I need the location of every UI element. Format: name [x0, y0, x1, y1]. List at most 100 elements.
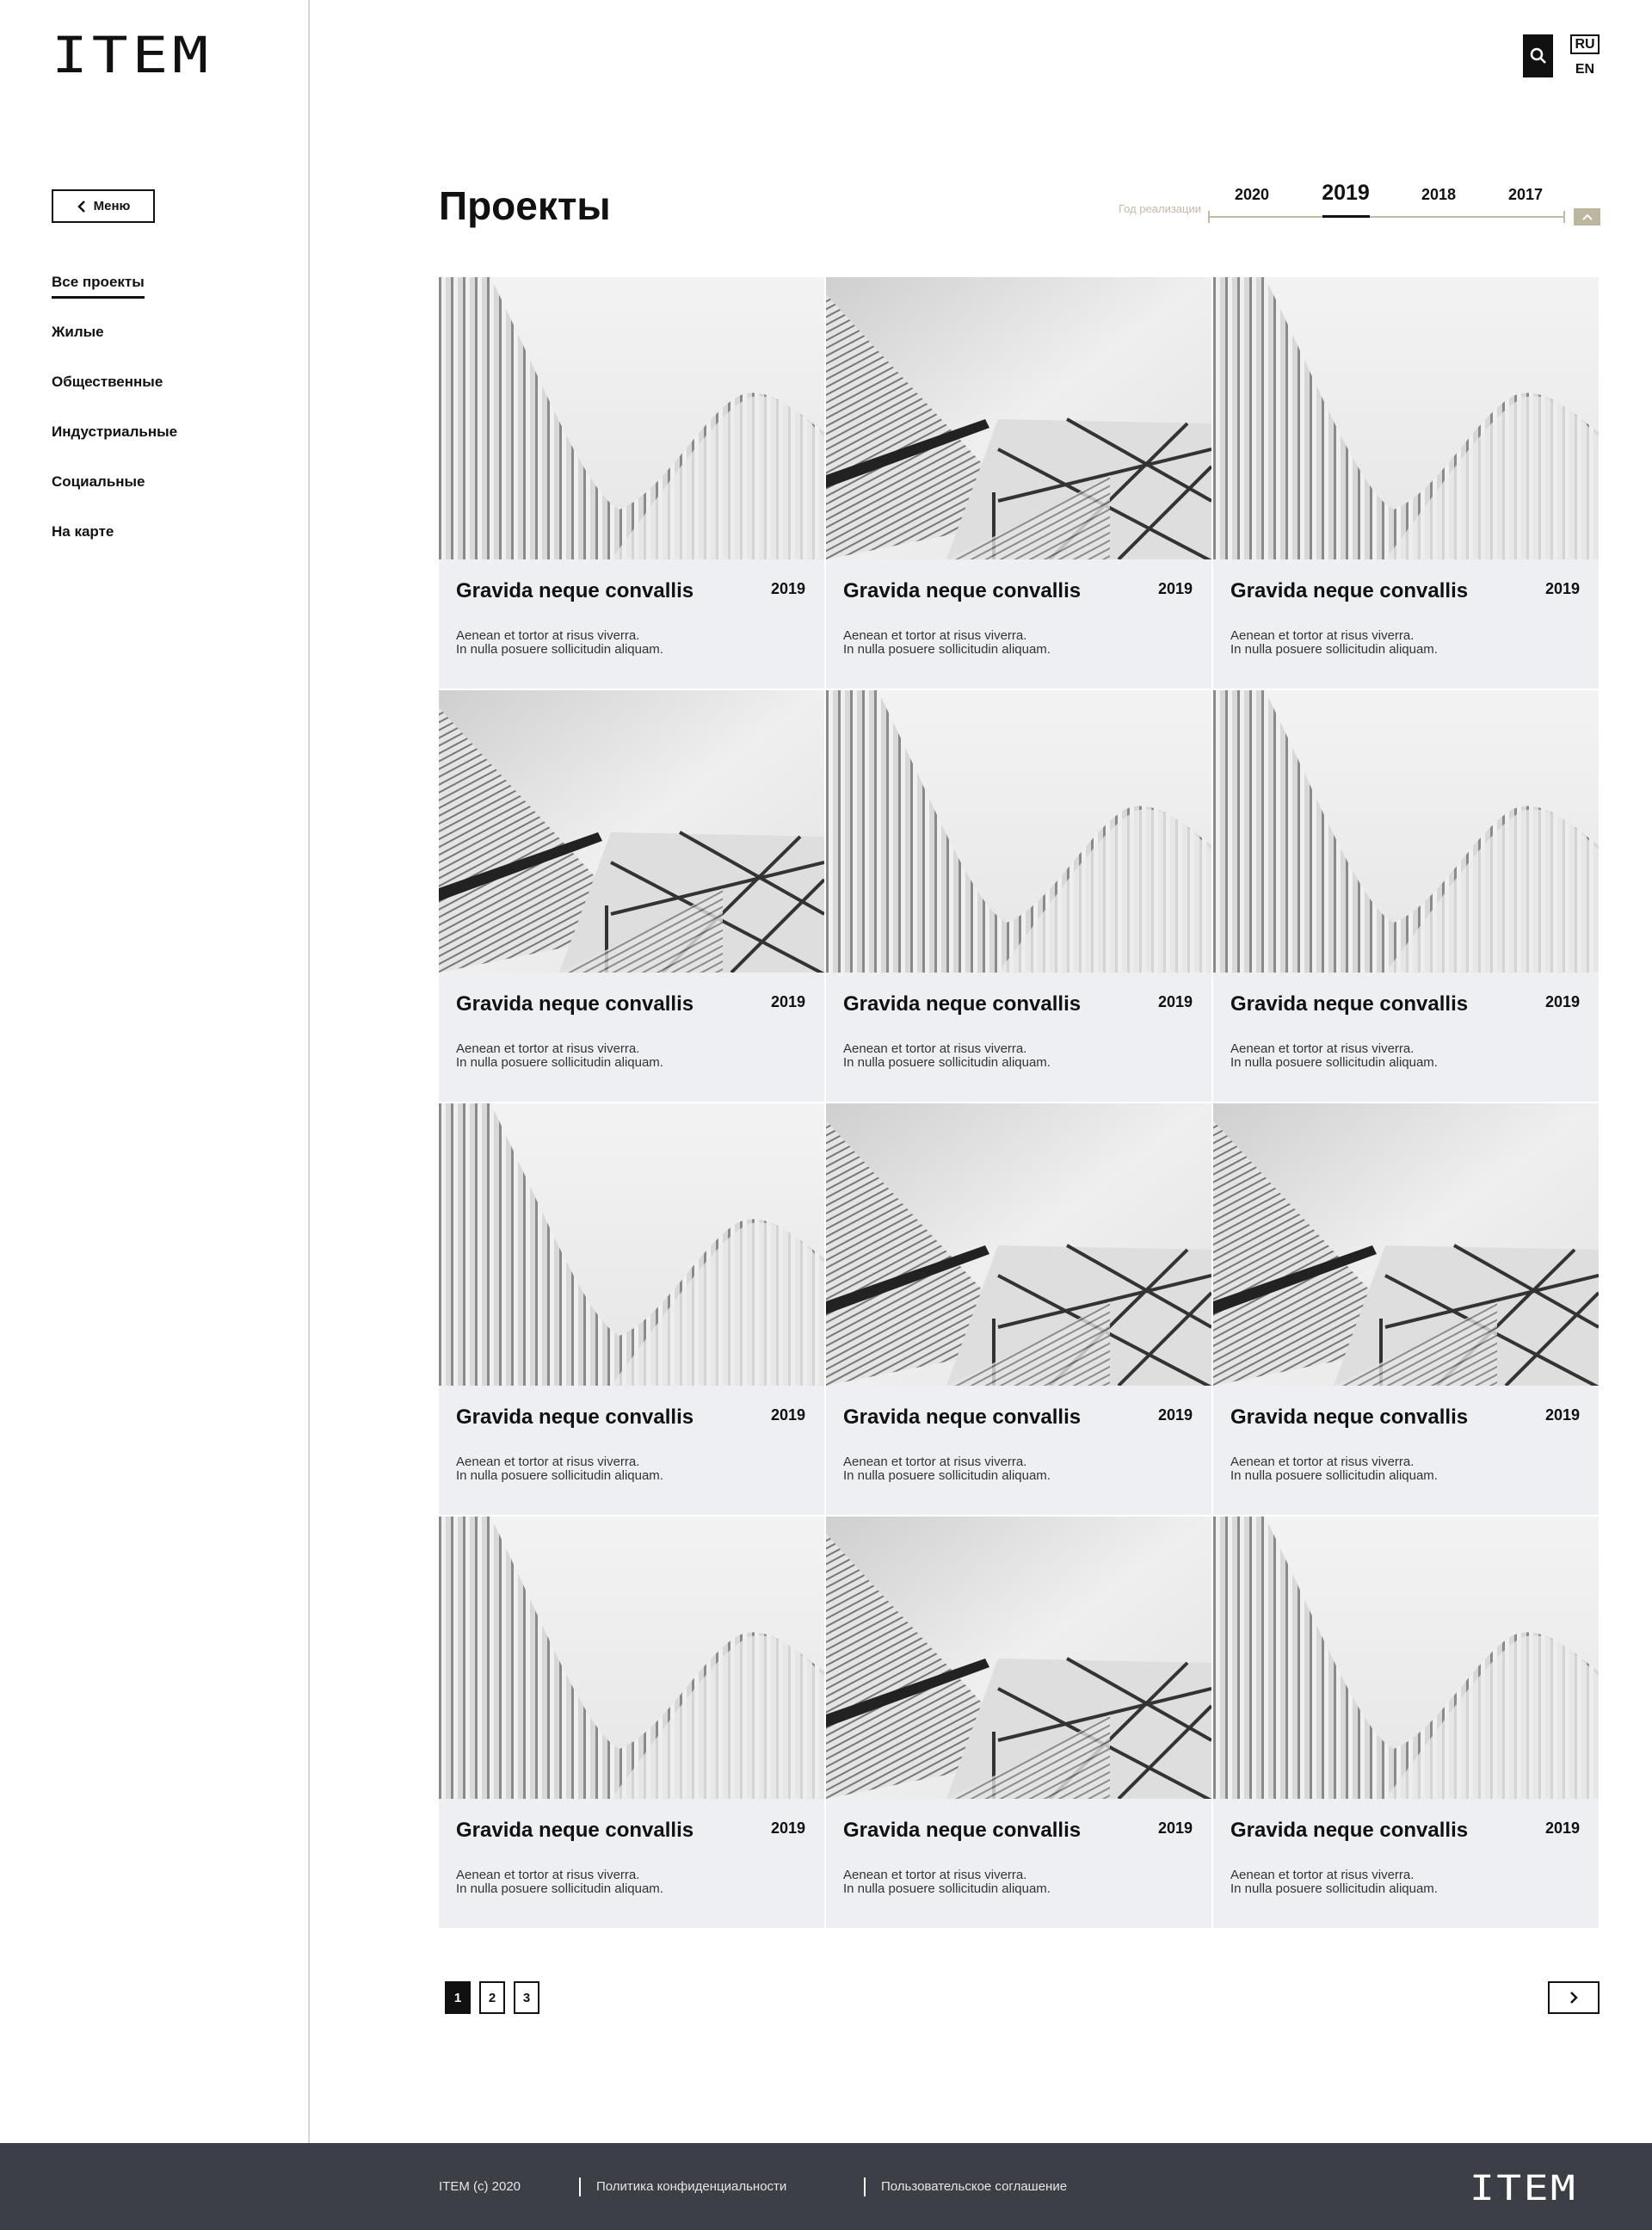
project-card[interactable]: Gravida neque convallis 2019 Aenean et t…	[439, 690, 824, 1102]
project-image	[826, 690, 1211, 973]
project-title: Gravida neque convallis	[1230, 579, 1469, 602]
search-button[interactable]	[1523, 34, 1553, 77]
project-card[interactable]: Gravida neque convallis 2019 Aenean et t…	[826, 1517, 1211, 1928]
year-slider-track[interactable]	[1209, 216, 1564, 218]
description-line: Aenean et tortor at risus viverra.	[843, 1041, 1027, 1056]
nav-item-residential[interactable]: Жилые	[52, 324, 177, 374]
project-card[interactable]: Gravida neque convallis 2019 Aenean et t…	[439, 1103, 824, 1515]
description-line: Aenean et tortor at risus viverra.	[456, 628, 640, 643]
project-description: Aenean et tortor at risus viverra. In nul…	[843, 1455, 1051, 1483]
project-year: 2019	[1544, 1819, 1580, 1837]
nav-item-label: Социальные	[52, 473, 145, 490]
menu-label: Меню	[93, 199, 131, 213]
project-description: Aenean et tortor at risus viverra. In nul…	[843, 1869, 1051, 1896]
project-description: Aenean et tortor at risus viverra. In nul…	[843, 1042, 1051, 1070]
description-line: Aenean et tortor at risus viverra.	[456, 1041, 640, 1056]
year-slider-tick	[1208, 211, 1210, 223]
nav-item-public[interactable]: Общественные	[52, 374, 177, 423]
description-line: In nulla posuere sollicitudin aliquam.	[1230, 642, 1438, 657]
project-year: 2019	[1157, 580, 1193, 597]
project-card[interactable]: Gravida neque convallis 2019 Aenean et t…	[826, 690, 1211, 1102]
project-image	[1213, 277, 1599, 559]
lang-en[interactable]: EN	[1575, 62, 1595, 77]
footer: ITEM (c) 2020 Политика конфиденциальност…	[0, 2143, 1652, 2230]
project-card[interactable]: Gravida neque convallis 2019 Aenean et t…	[826, 1103, 1211, 1515]
year-slider-tick	[1563, 211, 1565, 223]
privacy-link[interactable]: Политика конфиденциальности	[596, 2179, 787, 2194]
chevron-left-icon	[77, 200, 85, 213]
year-2019[interactable]: 2019	[1322, 181, 1370, 205]
page-2[interactable]: 2	[479, 1981, 505, 2014]
lang-ru[interactable]: RU	[1570, 34, 1600, 54]
nav-item-label: Все проекты	[52, 274, 145, 299]
description-line: Aenean et tortor at risus viverra.	[456, 1868, 640, 1882]
description-line: In nulla posuere sollicitudin aliquam.	[456, 642, 663, 657]
next-page-button[interactable]	[1548, 1981, 1600, 2014]
description-line: Aenean et tortor at risus viverra.	[1230, 1041, 1415, 1056]
project-title: Gravida neque convallis	[456, 579, 694, 602]
description-line: Aenean et tortor at risus viverra.	[456, 1455, 640, 1469]
nav-item-all-projects[interactable]: Все проекты	[52, 274, 177, 324]
project-year: 2019	[1544, 993, 1580, 1010]
project-year: 2019	[770, 580, 805, 597]
nav-item-social[interactable]: Социальные	[52, 473, 177, 523]
nav-item-map[interactable]: На карте	[52, 523, 177, 573]
nav-item-label: Общественные	[52, 374, 163, 390]
description-line: Aenean et tortor at risus viverra.	[1230, 1868, 1415, 1882]
project-title: Gravida neque convallis	[456, 992, 694, 1016]
menu-button[interactable]: Меню	[52, 189, 155, 223]
nav-item-industrial[interactable]: Индустриальные	[52, 423, 177, 473]
nav-item-label: Индустриальные	[52, 423, 178, 440]
project-card[interactable]: Gravida neque convallis 2019 Aenean et t…	[826, 277, 1211, 689]
project-title: Gravida neque convallis	[1230, 992, 1469, 1016]
page-3[interactable]: 3	[514, 1981, 539, 2014]
description-line: In nulla posuere sollicitudin aliquam.	[843, 642, 1051, 657]
project-year: 2019	[770, 1406, 805, 1424]
description-line: Aenean et tortor at risus viverra.	[843, 1455, 1027, 1469]
project-image	[826, 277, 1211, 559]
description-line: In nulla posuere sollicitudin aliquam.	[456, 1055, 663, 1070]
nav-item-label: На карте	[52, 523, 114, 540]
year-2018[interactable]: 2018	[1421, 186, 1457, 203]
description-line: Aenean et tortor at risus viverra.	[843, 628, 1027, 643]
footer-logo[interactable]: ITEM	[1470, 2169, 1578, 2208]
project-description: Aenean et tortor at risus viverra. In nul…	[1230, 1042, 1438, 1070]
project-card[interactable]: Gravida neque convallis 2019 Aenean et t…	[1213, 277, 1599, 689]
description-line: In nulla posuere sollicitudin aliquam.	[1230, 1881, 1438, 1896]
chevron-right-icon	[1570, 1992, 1578, 2004]
project-description: Aenean et tortor at risus viverra. In nul…	[1230, 629, 1438, 657]
project-card[interactable]: Gravida neque convallis 2019 Aenean et t…	[439, 1517, 824, 1928]
project-card[interactable]: Gravida neque convallis 2019 Aenean et t…	[439, 277, 824, 689]
description-line: In nulla posuere sollicitudin aliquam.	[456, 1881, 663, 1896]
nav-item-label: Жилые	[52, 324, 104, 340]
project-image	[439, 1517, 824, 1799]
project-description: Aenean et tortor at risus viverra. In nul…	[1230, 1455, 1438, 1483]
project-description: Aenean et tortor at risus viverra. In nul…	[456, 1042, 663, 1070]
project-description: Aenean et tortor at risus viverra. In nul…	[456, 1869, 663, 1896]
project-title: Gravida neque convallis	[456, 1819, 694, 1842]
description-line: Aenean et tortor at risus viverra.	[1230, 1455, 1415, 1469]
project-year: 2019	[1544, 580, 1580, 597]
terms-link[interactable]: Пользовательское соглашение	[881, 2179, 1068, 2194]
footer-divider	[579, 2177, 581, 2196]
year-collapse-button[interactable]	[1574, 208, 1600, 225]
project-year: 2019	[770, 993, 805, 1010]
chevron-up-icon	[1581, 213, 1593, 220]
year-2017[interactable]: 2017	[1507, 186, 1544, 203]
project-year: 2019	[1157, 1406, 1193, 1424]
logo[interactable]: ITEM	[52, 26, 213, 84]
description-line: In nulla posuere sollicitudin aliquam.	[843, 1468, 1051, 1483]
project-title: Gravida neque convallis	[843, 579, 1082, 602]
category-nav: Все проекты Жилые Общественные Индустриа…	[52, 274, 177, 573]
description-line: In nulla posuere sollicitudin aliquam.	[843, 1881, 1051, 1896]
project-image	[1213, 1517, 1599, 1799]
project-title: Gravida neque convallis	[1230, 1819, 1469, 1842]
project-card[interactable]: Gravida neque convallis 2019 Aenean et t…	[1213, 1103, 1599, 1515]
description-line: Aenean et tortor at risus viverra.	[1230, 628, 1415, 643]
description-line: In nulla posuere sollicitudin aliquam.	[1230, 1055, 1438, 1070]
project-card[interactable]: Gravida neque convallis 2019 Aenean et t…	[1213, 690, 1599, 1102]
project-card[interactable]: Gravida neque convallis 2019 Aenean et t…	[1213, 1517, 1599, 1928]
description-line: Aenean et tortor at risus viverra.	[843, 1868, 1027, 1882]
page-1[interactable]: 1	[445, 1981, 471, 2014]
year-2020[interactable]: 2020	[1234, 186, 1270, 203]
